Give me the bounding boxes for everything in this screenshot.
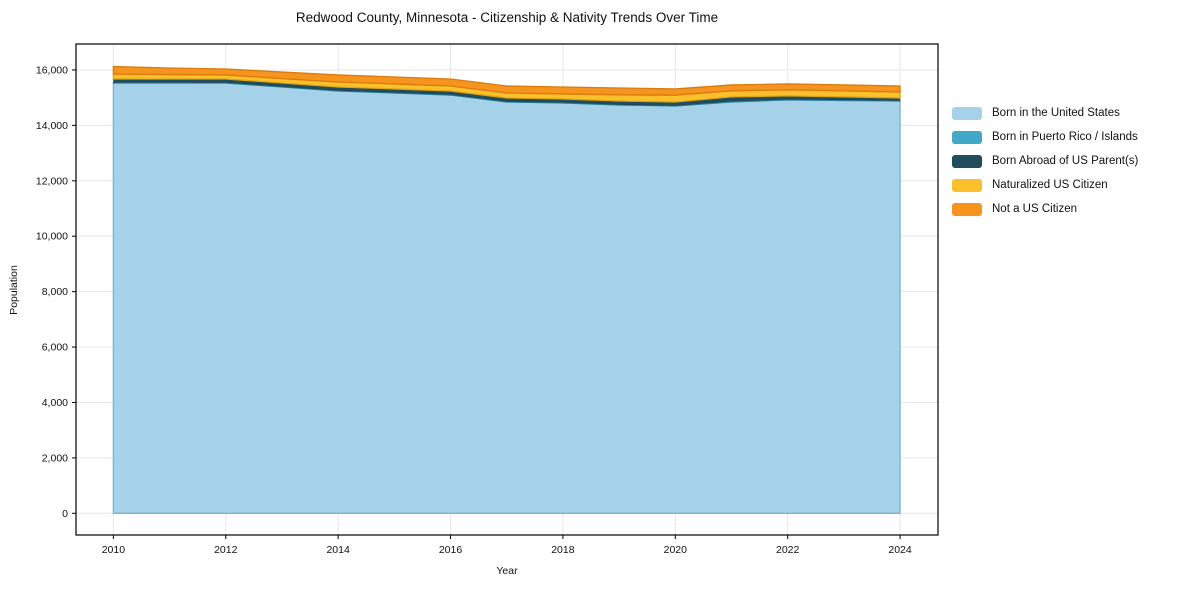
legend-item: Born in Puerto Rico / Islands <box>952 125 1138 149</box>
legend-label: Naturalized US Citizen <box>992 179 1108 191</box>
x-tick-label: 2022 <box>776 544 800 556</box>
y-tick-label: 2,000 <box>42 452 68 464</box>
y-tick-label: 4,000 <box>42 397 68 409</box>
legend-swatch-icon <box>952 106 982 120</box>
x-tick-label: 2012 <box>214 544 238 556</box>
legend-swatch-icon <box>952 154 982 168</box>
legend-label: Born Abroad of US Parent(s) <box>992 155 1139 167</box>
x-tick-label: 2014 <box>326 544 350 556</box>
x-tick-label: 2024 <box>888 544 912 556</box>
legend: Born in the United States Born in Puerto … <box>952 101 1138 221</box>
x-tick-label: 2020 <box>664 544 688 556</box>
x-tick-label: 2018 <box>551 544 575 556</box>
x-tick-label: 2016 <box>439 544 463 556</box>
area-layer-born-in-the-united-states <box>112 82 901 514</box>
y-tick-label: 8,000 <box>42 286 68 298</box>
legend-item: Not a US Citizen <box>952 197 1138 221</box>
legend-label: Born in Puerto Rico / Islands <box>992 131 1138 143</box>
x-tick-label: 2010 <box>102 544 126 556</box>
legend-swatch-icon <box>952 202 982 216</box>
plot-frame <box>75 43 939 536</box>
y-tick-label: 14,000 <box>36 120 68 132</box>
legend-item: Born in the United States <box>952 101 1138 125</box>
legend-label: Born in the United States <box>992 107 1120 119</box>
y-axis-label: Population <box>8 265 20 315</box>
y-tick-label: 6,000 <box>42 342 68 354</box>
legend-label: Not a US Citizen <box>992 203 1078 215</box>
area-layer-not-a-us-citizen <box>112 65 901 96</box>
y-tick-label: 0 <box>62 508 68 520</box>
y-tick-label: 16,000 <box>36 64 68 76</box>
legend-item: Naturalized US Citizen <box>952 173 1138 197</box>
x-axis-label: Year <box>496 565 518 577</box>
chart-title: Redwood County, Minnesota - Citizenship … <box>295 10 719 25</box>
y-tick-label: 12,000 <box>36 175 68 187</box>
legend-swatch-icon <box>952 178 982 192</box>
legend-swatch-icon <box>952 130 982 144</box>
y-tick-label: 10,000 <box>36 231 68 243</box>
legend-item: Born Abroad of US Parent(s) <box>952 149 1138 173</box>
